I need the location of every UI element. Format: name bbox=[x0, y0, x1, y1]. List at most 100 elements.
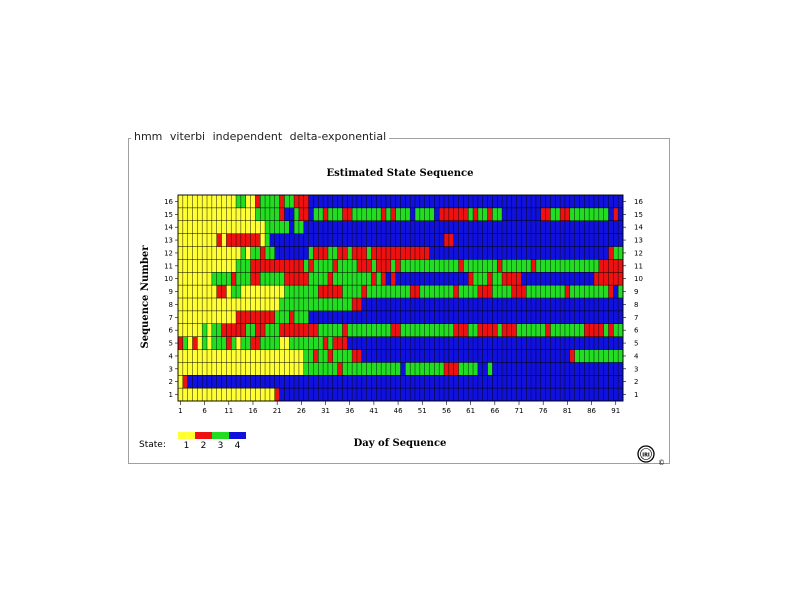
heatmap-cell bbox=[207, 285, 213, 299]
heatmap-cell bbox=[453, 310, 459, 324]
heatmap-cell bbox=[308, 362, 314, 376]
heatmap-cell bbox=[192, 285, 198, 299]
heatmap-cell bbox=[584, 336, 590, 350]
heatmap-cell bbox=[531, 362, 537, 376]
heatmap-cell bbox=[376, 336, 382, 350]
heatmap-cell bbox=[613, 310, 619, 324]
heatmap-cell bbox=[444, 362, 450, 376]
heatmap-cell bbox=[618, 259, 624, 273]
heatmap-cell bbox=[298, 336, 304, 350]
heatmap-cell bbox=[371, 259, 377, 273]
heatmap-cell bbox=[584, 349, 590, 363]
heatmap-cell bbox=[405, 285, 411, 299]
heatmap-cell bbox=[361, 388, 367, 402]
heatmap-cell bbox=[361, 207, 367, 221]
heatmap-cell bbox=[395, 298, 401, 312]
x-tick-label: 21 bbox=[273, 407, 282, 415]
heatmap-cell bbox=[265, 336, 271, 350]
heatmap-cell bbox=[419, 323, 425, 337]
heatmap-cell bbox=[477, 323, 483, 337]
heatmap-cell bbox=[236, 195, 242, 209]
heatmap-cell bbox=[216, 272, 222, 286]
heatmap-cell bbox=[366, 349, 372, 363]
heatmap-cell bbox=[405, 207, 411, 221]
heatmap-cell bbox=[429, 298, 435, 312]
heatmap-cell bbox=[308, 246, 314, 260]
heatmap-cell bbox=[255, 195, 261, 209]
heatmap-cell bbox=[211, 246, 217, 260]
heatmap-cell bbox=[419, 310, 425, 324]
heatmap-cell bbox=[410, 285, 416, 299]
heatmap-cell bbox=[395, 323, 401, 337]
heatmap-cell bbox=[216, 259, 222, 273]
heatmap-cell bbox=[366, 285, 372, 299]
heatmap-cell bbox=[511, 362, 517, 376]
heatmap-cell bbox=[477, 285, 483, 299]
heatmap-cell bbox=[202, 375, 208, 389]
heatmap-cell bbox=[221, 272, 227, 286]
heatmap-cell bbox=[182, 246, 188, 260]
y-tick-label-right: 4 bbox=[634, 352, 639, 360]
heatmap-cell bbox=[482, 388, 488, 402]
heatmap-cell bbox=[385, 310, 392, 324]
heatmap-cell bbox=[371, 220, 377, 234]
heatmap-cell bbox=[207, 207, 213, 221]
heatmap-cell bbox=[279, 272, 285, 286]
heatmap-cell bbox=[376, 220, 382, 234]
heatmap-cell bbox=[492, 246, 498, 260]
heatmap-cell bbox=[192, 310, 198, 324]
heatmap-cell bbox=[579, 375, 585, 389]
heatmap-cell bbox=[419, 207, 425, 221]
heatmap-cell bbox=[487, 349, 493, 363]
heatmap-cell bbox=[598, 233, 604, 247]
heatmap-cell bbox=[497, 349, 503, 363]
heatmap-cell bbox=[197, 362, 203, 376]
heatmap-cell bbox=[448, 323, 454, 337]
heatmap-cell bbox=[265, 388, 271, 402]
heatmap-cell bbox=[482, 246, 488, 260]
heatmap-cell bbox=[236, 349, 242, 363]
heatmap-cell bbox=[323, 298, 329, 312]
heatmap-cell bbox=[550, 298, 556, 312]
heatmap-cell bbox=[545, 259, 551, 273]
heatmap-cell bbox=[356, 310, 363, 324]
heatmap-cell bbox=[603, 285, 609, 299]
heatmap-cell bbox=[497, 310, 503, 324]
heatmap-cell bbox=[178, 220, 184, 234]
heatmap-cell bbox=[347, 246, 353, 260]
heatmap-cell bbox=[419, 195, 425, 209]
heatmap-cell bbox=[608, 388, 614, 402]
heatmap-cell bbox=[269, 310, 275, 324]
heatmap-cell bbox=[366, 362, 372, 376]
heatmap-cell bbox=[492, 375, 498, 389]
heatmap-cell bbox=[323, 336, 329, 350]
heatmap-cell bbox=[492, 207, 498, 221]
heatmap-cell bbox=[366, 272, 372, 286]
heatmap-cell bbox=[584, 388, 590, 402]
heatmap-cell bbox=[444, 272, 450, 286]
heatmap-cell bbox=[463, 285, 469, 299]
heatmap-cell bbox=[439, 323, 445, 337]
heatmap-cell bbox=[207, 220, 213, 234]
heatmap-cell bbox=[589, 220, 595, 234]
heatmap-cell bbox=[613, 298, 619, 312]
heatmap-grid bbox=[177, 194, 624, 402]
heatmap-cell bbox=[502, 259, 508, 273]
y-tick-label-left: 14 bbox=[164, 224, 173, 232]
heatmap-cell bbox=[603, 388, 609, 402]
heatmap-cell bbox=[327, 362, 333, 376]
heatmap-cell bbox=[318, 272, 324, 286]
heatmap-cell bbox=[598, 310, 604, 324]
heatmap-cell bbox=[337, 349, 343, 363]
heatmap-cell bbox=[429, 285, 435, 299]
heatmap-cell bbox=[516, 246, 522, 260]
heatmap-cell bbox=[434, 233, 440, 247]
heatmap-cell bbox=[376, 388, 382, 402]
heatmap-cell bbox=[608, 362, 614, 376]
heatmap-cell bbox=[424, 323, 430, 337]
heatmap-cell bbox=[516, 336, 522, 350]
heatmap-cell bbox=[366, 323, 372, 337]
heatmap-cell bbox=[361, 246, 367, 260]
heatmap-cell bbox=[255, 362, 261, 376]
heatmap-cell bbox=[535, 298, 541, 312]
